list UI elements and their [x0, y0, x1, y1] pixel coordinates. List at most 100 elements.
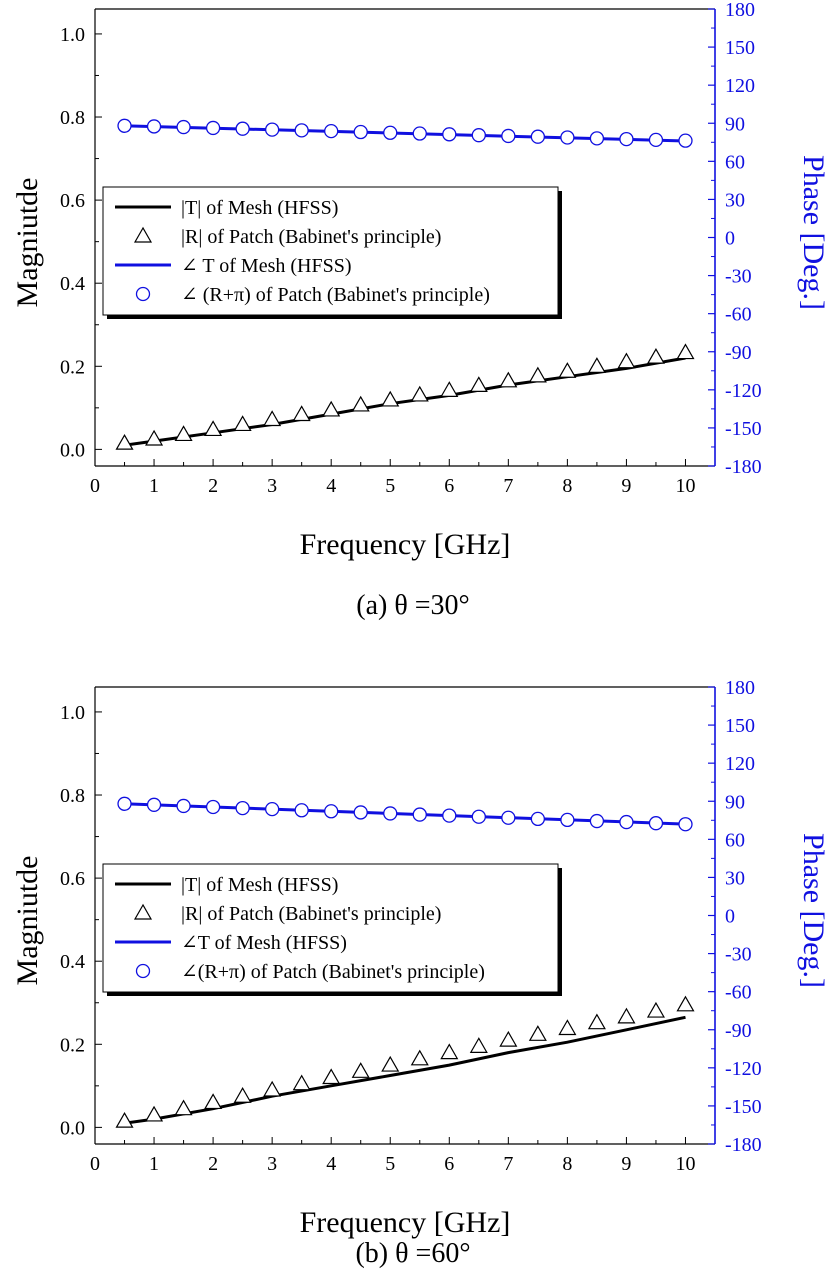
triangle-marker	[174, 1099, 193, 1116]
y2-tick-label: 0	[725, 228, 735, 250]
circle-marker	[530, 811, 546, 827]
triangle-marker	[676, 343, 695, 360]
triangle-marker	[263, 1080, 282, 1097]
circle-marker	[353, 805, 368, 820]
x-tick-label: 1	[149, 475, 159, 497]
circle-marker	[205, 799, 221, 815]
circle-marker	[412, 126, 427, 141]
legend-box	[102, 863, 559, 993]
circle-marker	[353, 124, 368, 140]
circle-marker	[176, 119, 191, 135]
circle-marker	[294, 803, 309, 818]
y2-tick-label: -30	[725, 266, 752, 288]
y-tick-label: 0.6	[60, 868, 85, 890]
triangle-marker	[410, 385, 429, 402]
circle-marker	[471, 128, 486, 143]
legend-label: ∠T of Mesh (HFSS)	[181, 932, 347, 954]
triangle-marker	[233, 415, 252, 432]
triangle-marker	[499, 371, 518, 388]
y2-tick-label: 30	[725, 189, 745, 211]
triangle-marker	[499, 1030, 518, 1047]
y2-axis-label: Phase [Deg.]	[797, 155, 827, 310]
circle-marker	[619, 814, 634, 830]
circle-marker	[324, 123, 339, 139]
legend-triangle-swatch	[133, 903, 153, 920]
legend-circle-swatch	[135, 286, 151, 302]
y-tick-label: 0.8	[60, 107, 85, 129]
circle-marker	[619, 131, 634, 147]
x-axis-label: Frequency [GHz]	[300, 1206, 511, 1239]
legend-label: |T| of Mesh (HFSS)	[181, 197, 338, 219]
triangle-marker	[174, 425, 193, 442]
x-tick-label: 5	[385, 1153, 395, 1175]
legend-box	[102, 186, 559, 316]
y2-tick-label: 150	[725, 715, 755, 737]
triangle-marker	[469, 1037, 488, 1053]
chart-panel-a: 0 1 2 3 4 5 6 7 8 9 10 0.0 0.2 0.4 0.6 0.8 1.0 180 150 120 9…	[11, 0, 827, 561]
y2-tick-label: 60	[725, 829, 745, 851]
triangle-marker	[617, 1007, 636, 1024]
legend-label: ∠ (R+π) of Patch (Babinet's principle)	[181, 284, 490, 306]
triangle-marker	[440, 381, 459, 397]
circle-marker	[383, 125, 398, 140]
y2-tick-label: -60	[725, 982, 752, 1004]
y-tick-label: 0.0	[60, 1117, 85, 1139]
x-tick-label: 10	[675, 1153, 695, 1175]
x-axis-label: Frequency [GHz]	[300, 528, 511, 561]
circle-marker	[678, 817, 693, 832]
circle-marker	[678, 133, 693, 148]
circle-marker	[235, 800, 250, 816]
circle-marker	[530, 129, 546, 144]
triangle-marker	[351, 395, 370, 412]
x-tick-label: 2	[208, 1153, 218, 1175]
circle-marker	[648, 132, 664, 148]
circle-marker	[560, 130, 575, 145]
triangle-marker	[233, 1087, 252, 1103]
triangle-marker	[440, 1043, 459, 1060]
circle-marker	[589, 131, 605, 146]
y2-tick-label: 90	[725, 791, 745, 813]
x-tick-label: 2	[208, 475, 218, 497]
circle-marker	[146, 119, 162, 134]
triangle-marker	[115, 433, 134, 450]
x-tick-label: 6	[444, 1153, 454, 1175]
circle-marker	[117, 796, 132, 811]
y2-tick-label: -30	[725, 944, 752, 966]
triangle-marker	[145, 1105, 164, 1122]
triangle-marker	[587, 1013, 606, 1030]
circle-marker	[264, 122, 280, 137]
legend-label: |R| of Patch (Babinet's principle)	[181, 226, 441, 248]
circle-marker	[471, 809, 486, 824]
y2-tick-label: 180	[725, 0, 755, 21]
triangle-marker	[410, 1049, 429, 1066]
triangle-marker	[646, 347, 665, 364]
legend: |T| of Mesh (HFSS) |R| of Patch (Babinet'…	[102, 186, 562, 319]
legend-label: |R| of Patch (Babinet's principle)	[181, 903, 441, 925]
triangle-marker	[558, 1019, 577, 1036]
series-0	[124, 1015, 686, 1125]
x-tick-label: 4	[326, 1153, 336, 1175]
y2-tick-label: 120	[725, 753, 755, 775]
triangle-marker	[204, 1093, 223, 1110]
y-axis-label: Magniutde	[11, 856, 44, 986]
y-tick-label: 0.2	[60, 356, 85, 378]
legend-label: |T| of Mesh (HFSS)	[181, 874, 338, 896]
legend: |T| of Mesh (HFSS) |R| of Patch (Babinet'…	[102, 863, 562, 996]
x-tick-label: 5	[385, 475, 395, 497]
y2-tick-label: -120	[725, 1058, 762, 1080]
y-axis-label: Magniutde	[11, 178, 44, 308]
legend-label: ∠ T of Mesh (HFSS)	[181, 255, 352, 277]
y2-tick-label: -180	[725, 1134, 762, 1156]
triangle-marker	[676, 995, 695, 1012]
triangle-marker	[469, 376, 488, 393]
y2-tick-label: -120	[725, 380, 762, 402]
circle-marker	[589, 813, 605, 829]
x-tick-label: 10	[675, 475, 695, 497]
y2-tick-label: 30	[725, 867, 745, 889]
circle-marker	[648, 816, 664, 831]
y2-tick-label: -90	[725, 342, 752, 364]
circle-marker	[235, 121, 250, 136]
triangle-marker	[263, 410, 282, 427]
triangle-marker	[528, 366, 547, 383]
triangle-marker	[292, 405, 311, 422]
